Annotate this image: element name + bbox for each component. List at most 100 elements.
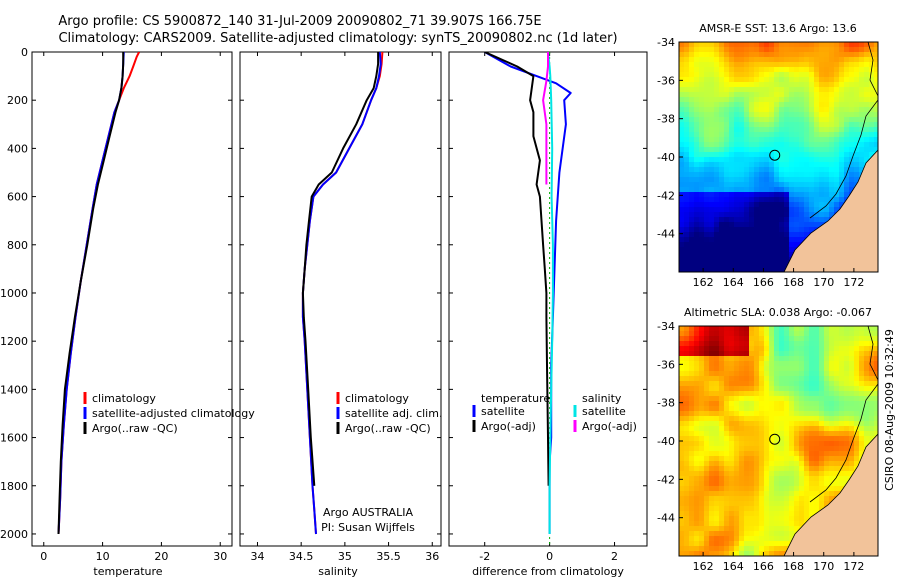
field-cell [789, 376, 795, 382]
field-cell [709, 491, 715, 497]
field-cell [784, 172, 790, 178]
field-cell [824, 62, 830, 68]
field-cell [709, 42, 715, 48]
field-cell [859, 421, 865, 427]
field-cell [734, 52, 740, 58]
field-cell [784, 476, 790, 482]
field-cell [769, 52, 775, 58]
field-cell [714, 87, 720, 93]
field-cell [714, 351, 720, 357]
field-cell [789, 147, 795, 153]
field-cell [684, 521, 690, 527]
field-cell [704, 381, 710, 387]
field-cell [799, 62, 805, 68]
field-cell [724, 252, 730, 258]
field-cell [859, 406, 865, 412]
field-cell [824, 426, 830, 432]
field-cell [679, 351, 685, 357]
field-cell [779, 491, 785, 497]
field-cell [784, 401, 790, 407]
field-cell [709, 252, 715, 258]
field-cell [744, 431, 750, 437]
field-cell [724, 521, 730, 527]
field-cell [764, 247, 770, 253]
field-cell [839, 127, 845, 133]
field-cell [764, 431, 770, 437]
field-cell [789, 157, 795, 163]
field-cell [839, 416, 845, 422]
field-cell [764, 177, 770, 183]
field-cell [749, 381, 755, 387]
field-cell [759, 396, 765, 402]
x-tick-label: -2 [479, 550, 490, 563]
field-cell [769, 222, 775, 228]
field-cell [759, 57, 765, 63]
field-cell [689, 506, 695, 512]
field-cell [729, 531, 735, 537]
field-cell [809, 152, 815, 158]
field-cell [804, 67, 810, 73]
field-cell [684, 107, 690, 113]
field-cell [729, 172, 735, 178]
field-cell [684, 127, 690, 133]
field-cell [789, 351, 795, 357]
field-cell [809, 436, 815, 442]
field-cell [744, 42, 750, 48]
field-cell [679, 451, 685, 457]
field-cell [794, 371, 800, 377]
field-cell [834, 376, 840, 382]
field-cell [739, 486, 745, 492]
field-cell [744, 207, 750, 213]
field-cell [764, 506, 770, 512]
field-cell [759, 42, 765, 48]
field-cell [749, 471, 755, 477]
field-cell [794, 152, 800, 158]
field-cell [774, 92, 780, 98]
field-cell [774, 426, 780, 432]
field-cell [779, 381, 785, 387]
field-cell [869, 112, 875, 118]
field-cell [744, 361, 750, 367]
field-cell [689, 227, 695, 233]
field-cell [734, 361, 740, 367]
field-cell [789, 232, 795, 238]
field-cell [794, 431, 800, 437]
field-cell [704, 142, 710, 148]
field-cell [714, 491, 720, 497]
field-cell [864, 67, 870, 73]
field-cell [769, 262, 775, 268]
field-cell [854, 157, 860, 163]
field-cell [719, 516, 725, 522]
field-cell [874, 346, 878, 352]
field-cell [774, 506, 780, 512]
field-cell [869, 436, 875, 442]
field-cell [794, 381, 800, 387]
field-cell [864, 411, 870, 417]
field-cell [679, 476, 685, 482]
field-cell [784, 252, 790, 258]
field-cell [734, 262, 740, 268]
field-cell [719, 406, 725, 412]
sla-map-title: Altimetric SLA: 0.038 Argo: -0.067 [684, 306, 872, 319]
field-cell [864, 351, 870, 357]
field-cell [819, 92, 825, 98]
field-cell [694, 72, 700, 78]
field-cell [699, 386, 705, 392]
field-cell [739, 52, 745, 58]
field-cell [714, 227, 720, 233]
field-cell [784, 481, 790, 487]
field-cell [714, 376, 720, 382]
field-cell [764, 536, 770, 542]
field-cell [719, 401, 725, 407]
field-cell [729, 42, 735, 48]
field-cell [779, 511, 785, 517]
field-cell [834, 197, 840, 203]
legend-label-temp-satellite: satellite [481, 405, 525, 418]
field-cell [739, 436, 745, 442]
field-cell [694, 406, 700, 412]
field-cell [829, 361, 835, 367]
field-cell [809, 396, 815, 402]
field-cell [829, 411, 835, 417]
field-cell [859, 361, 865, 367]
field-cell [854, 87, 860, 93]
